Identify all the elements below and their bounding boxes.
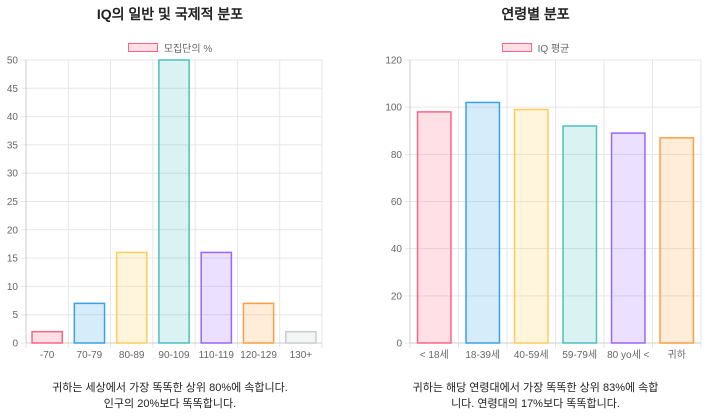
y-tick-label: 20 <box>7 225 19 236</box>
bar <box>285 330 317 344</box>
y-tick-label: 120 <box>385 56 402 67</box>
caption-line: 인구의 20%보다 똑똑합니다. <box>103 398 237 410</box>
bar <box>562 125 598 344</box>
chart-legend[interactable]: IQ 평균 <box>360 40 711 55</box>
result-caption: 귀하는 세상에서 가장 똑똑한 상위 80%에 속합니다. 인구의 20%보다 … <box>0 380 340 412</box>
y-tick-label: 5 <box>12 310 18 321</box>
y-tick-label: 50 <box>7 56 19 67</box>
caption-line: 니다. 연령대의 17%보다 똑똑합니다. <box>451 398 620 410</box>
bar <box>158 59 190 344</box>
legend-swatch <box>127 43 158 52</box>
y-tick-label: 35 <box>7 140 19 151</box>
x-tick-label: 귀하 <box>668 348 686 361</box>
y-tick-label: 0 <box>12 339 18 350</box>
caption-line: 귀하는 해당 연령대에서 가장 똑똑한 상위 83%에 속합 <box>412 382 659 394</box>
x-tick-label: < 18세 <box>420 349 449 361</box>
x-tick-label: -70 <box>40 350 55 361</box>
x-tick-label: 90-109 <box>158 350 190 361</box>
result-caption: 귀하는 해당 연령대에서 가장 똑똑한 상위 83%에 속합 니다. 연령대의 … <box>360 380 711 412</box>
x-tick-label: 70-79 <box>77 350 103 361</box>
bar <box>115 251 148 344</box>
chart-panel-age: 연령별 분포 IQ 평균 0 20 40 60 80 100 120 < 18세 18-39세 4… <box>360 0 711 417</box>
y-tick-label: 40 <box>391 244 403 255</box>
x-tick-label: 120-129 <box>240 350 277 361</box>
chart-title: IQ의 일반 및 국제적 분포 <box>96 6 244 22</box>
bar <box>465 101 501 344</box>
x-tick-label: 130+ <box>290 350 313 361</box>
bar <box>31 330 63 344</box>
y-tick-label: 40 <box>7 112 19 123</box>
y-tick-label: 10 <box>7 282 19 293</box>
legend-label: 모집단의 % <box>163 44 213 55</box>
y-tick-label: 45 <box>7 84 19 95</box>
bar <box>416 111 452 344</box>
legend-swatch <box>501 43 532 52</box>
y-tick-label: 20 <box>391 291 403 302</box>
chart-panel-population: IQ의 일반 및 국제적 분포 모집단의 % 0 5 10 15 20 25 30 35 40 4… <box>0 0 340 417</box>
bar-chart-age: 0 20 40 60 80 100 120 < 18세 18-39세 40-59세 59-79세 80… <box>385 56 702 361</box>
y-tick-label: 0 <box>396 339 402 350</box>
x-tick-label: 18-39세 <box>465 349 500 361</box>
x-tick-label: 40-59세 <box>514 349 549 361</box>
bar-chart-population: 0 5 10 15 20 25 30 35 40 45 50 -70 70-79 80-89 90-109 1… <box>7 56 323 361</box>
y-tick-label: 25 <box>7 197 19 208</box>
y-tick-label: 100 <box>385 103 402 114</box>
x-tick-label: 80 yo세 < <box>607 349 649 361</box>
bar <box>513 108 549 344</box>
bar <box>73 302 106 344</box>
y-tick-label: 80 <box>391 150 403 161</box>
y-tick-label: 30 <box>7 169 19 180</box>
x-tick-label: 110-119 <box>199 350 235 361</box>
y-tick-label: 15 <box>7 254 19 265</box>
y-tick-label: 60 <box>391 197 403 208</box>
caption-line: 귀하는 세상에서 가장 똑똑한 상위 80%에 속합니다. <box>52 382 288 394</box>
bar <box>200 251 233 344</box>
bar <box>242 302 275 344</box>
legend-label: IQ 평균 <box>537 44 570 55</box>
x-tick-label: 59-79세 <box>562 349 597 361</box>
bar <box>659 137 695 344</box>
chart-title: 연령별 분포 <box>501 6 570 22</box>
chart-legend[interactable]: 모집단의 % <box>0 40 340 55</box>
x-tick-label: 80-89 <box>119 350 145 361</box>
bar <box>610 132 646 344</box>
